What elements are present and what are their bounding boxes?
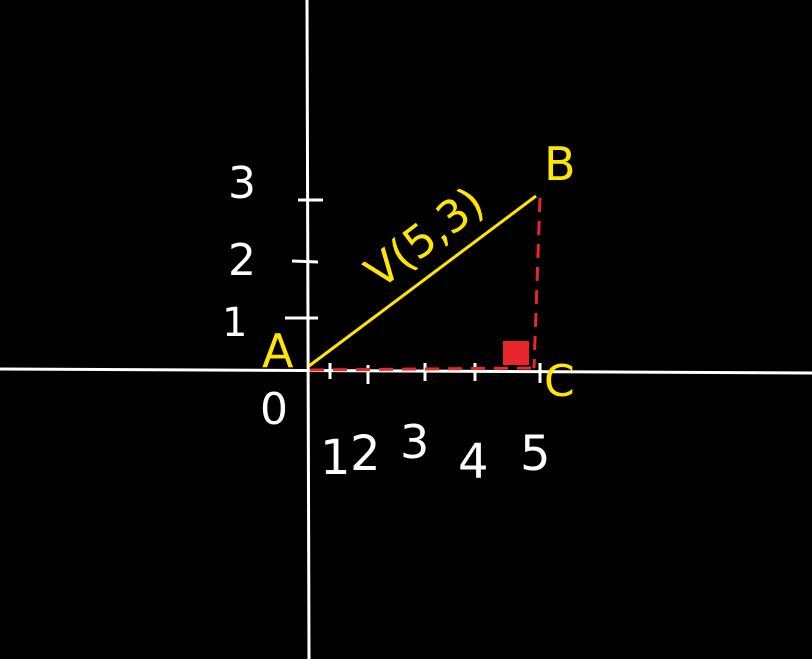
vector-line xyxy=(308,194,537,368)
x-tick-label-2: 2 xyxy=(350,426,381,482)
point-label-c: C xyxy=(544,356,575,407)
x-tick-label-5: 5 xyxy=(520,426,551,482)
origin-label: 0 xyxy=(260,384,288,435)
y-tick-label-2: 2 xyxy=(228,235,256,286)
y-tick-2 xyxy=(291,259,319,264)
x-axis xyxy=(0,367,812,375)
y-tick-label-3: 3 xyxy=(228,158,256,209)
point-label-b: B xyxy=(544,137,576,191)
x-tick-marks xyxy=(328,363,542,384)
projection-vertical xyxy=(532,197,542,369)
y-tick-label-1: 1 xyxy=(222,300,247,346)
x-tick-label-4: 4 xyxy=(458,434,489,490)
y-tick-marks xyxy=(285,198,323,320)
x-tick-label-3: 3 xyxy=(400,415,429,469)
projection-horizontal xyxy=(309,366,533,372)
y-axis xyxy=(305,0,311,659)
projection-lines xyxy=(309,197,542,372)
x-tick-label-1: 1 xyxy=(320,430,351,486)
point-label-a: A xyxy=(262,324,294,378)
right-angle-marker xyxy=(503,341,529,365)
